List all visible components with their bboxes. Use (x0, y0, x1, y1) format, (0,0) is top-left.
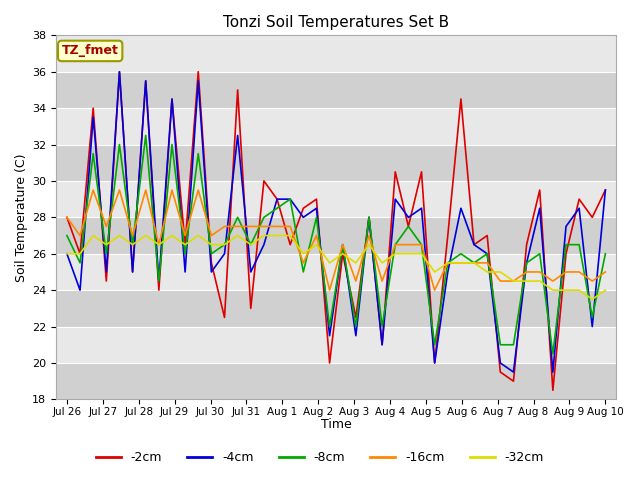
Legend: -2cm, -4cm, -8cm, -16cm, -32cm: -2cm, -4cm, -8cm, -16cm, -32cm (91, 446, 549, 469)
Bar (56, 363, 616, 399)
Bar (56, 72, 616, 108)
Bar (56, 36, 616, 72)
Bar (56, 290, 616, 326)
Title: Tonzi Soil Temperatures Set B: Tonzi Soil Temperatures Set B (223, 15, 449, 30)
Bar (56, 181, 616, 217)
Bar (56, 108, 616, 144)
Text: TZ_fmet: TZ_fmet (61, 45, 118, 58)
Bar (56, 254, 616, 290)
Bar (56, 144, 616, 181)
Bar (56, 326, 616, 363)
Y-axis label: Soil Temperature (C): Soil Temperature (C) (15, 153, 28, 282)
X-axis label: Time: Time (321, 419, 351, 432)
Bar (56, 217, 616, 254)
